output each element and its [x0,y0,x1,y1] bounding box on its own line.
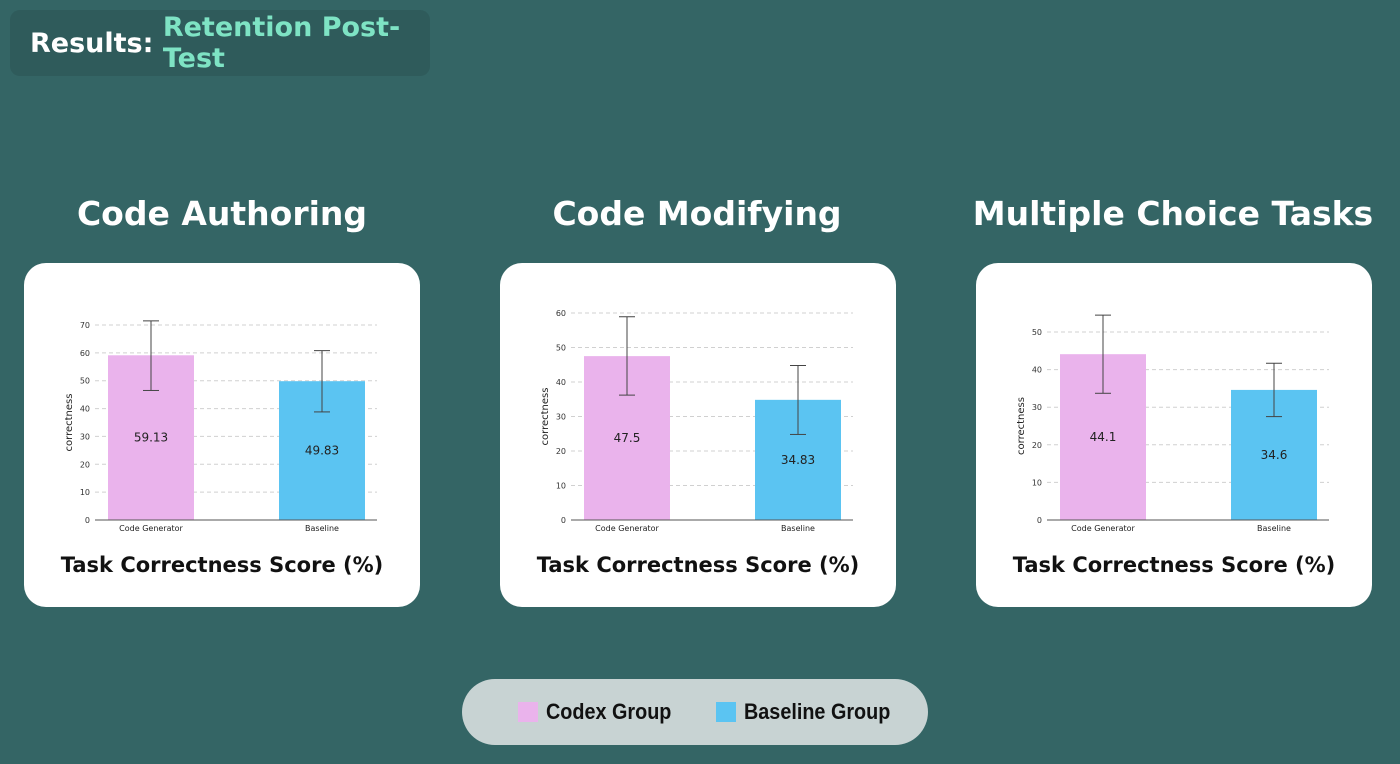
bar-value-label: 34.6 [1261,448,1288,462]
bar-chart-code-modifying: 0 10 20 30 40 50 60 correctness 47.5 Code Generat… [540,309,853,533]
bar-value-label: 49.83 [305,444,339,458]
y-tick-label: 70 [80,321,90,330]
y-tick-label: 50 [556,344,566,353]
y-tick-label: 50 [80,377,90,386]
panel-title-multiple-choice: Multiple Choice Tasks [972,194,1374,233]
slide-title-prefix: Results: [30,27,163,59]
chart-caption: Task Correctness Score (%) [60,553,384,577]
chart-card-code-authoring: 0 10 20 30 40 50 60 70 correctness 59.13 Code Gene… [24,263,420,607]
x-tick-label: Baseline [781,524,815,533]
bar-value-label: 47.5 [614,431,641,445]
legend-item-codex: Codex Group [518,679,685,745]
x-tick-label: Code Generator [595,524,659,533]
x-tick-label: Code Generator [1071,524,1135,533]
y-axis-label: correctness [1016,397,1027,455]
bar-chart-code-authoring: 0 10 20 30 40 50 60 70 correctness 59.13 Code Gene… [64,320,377,533]
y-tick-label: 30 [1032,403,1042,412]
legend-swatch-codex [518,702,538,722]
legend: Codex Group Baseline Group [462,679,928,745]
slide-title: Results: Retention Post-Test [10,10,430,76]
panel-title-code-authoring: Code Authoring [76,194,368,233]
bar-chart-multiple-choice: 0 10 20 30 40 50 correctness 44.1 Code Generator… [1016,314,1329,533]
y-tick-label: 10 [1032,478,1042,487]
y-tick-label: 40 [556,378,566,387]
chart-card-code-modifying: 0 10 20 30 40 50 60 correctness 47.5 Code Generat… [500,263,896,607]
y-tick-label: 10 [556,482,566,491]
x-tick-label: Baseline [1257,524,1291,533]
y-tick-label: 20 [556,447,566,456]
legend-label-codex: Codex Group [546,699,672,724]
y-tick-label: 20 [80,460,90,469]
y-axis-label: correctness [64,394,75,452]
y-tick-label: 10 [80,488,90,497]
y-tick-label: 0 [1037,516,1042,525]
y-tick-label: 0 [85,516,90,525]
bar-value-label: 34.83 [781,453,815,467]
x-tick-label: Baseline [305,524,339,533]
y-tick-label: 20 [1032,441,1042,450]
slide-title-accent: Retention Post-Test [162,12,401,74]
y-tick-label: 30 [556,413,566,422]
legend-item-baseline: Baseline Group [716,679,907,745]
bar-value-label: 44.1 [1090,430,1117,444]
y-tick-label: 0 [561,516,566,525]
panel-title-code-modifying: Code Modifying [552,194,842,233]
chart-card-multiple-choice: 0 10 20 30 40 50 correctness 44.1 Code Generator… [976,263,1372,607]
y-tick-label: 30 [80,432,90,441]
y-tick-label: 40 [1032,366,1042,375]
y-tick-label: 60 [556,309,566,318]
y-axis-label: correctness [540,388,551,446]
y-tick-label: 60 [80,349,90,358]
bar-value-label: 59.13 [134,431,168,445]
legend-label-baseline: Baseline Group [744,699,891,724]
y-tick-label: 40 [80,405,90,414]
x-tick-label: Code Generator [119,524,183,533]
chart-caption: Task Correctness Score (%) [536,553,860,577]
y-tick-label: 50 [1032,328,1042,337]
chart-caption: Task Correctness Score (%) [1012,553,1336,577]
legend-swatch-baseline [716,702,736,722]
